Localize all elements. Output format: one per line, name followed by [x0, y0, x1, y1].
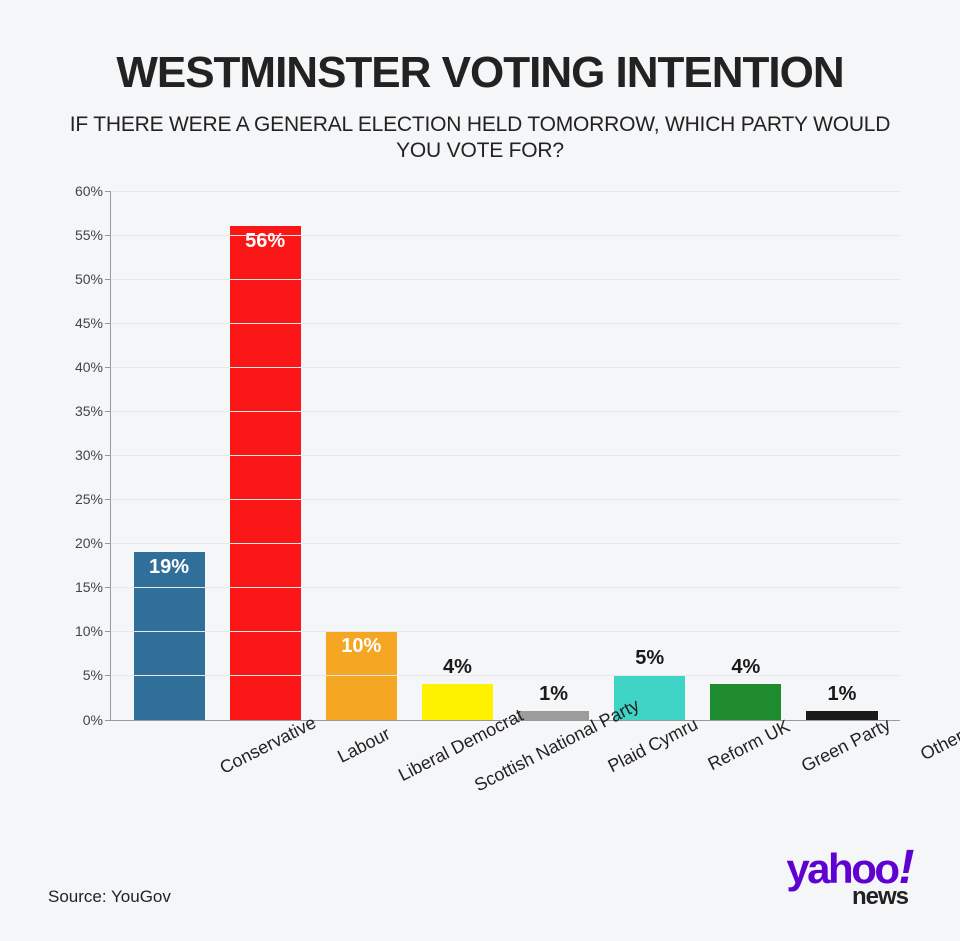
chart-title: WESTMINSTER VOTING INTENTION — [40, 48, 920, 98]
bar: 4% — [422, 684, 493, 719]
y-axis-label: 30% — [57, 447, 103, 463]
gridline — [111, 675, 900, 676]
y-tick — [105, 235, 111, 236]
y-tick — [105, 279, 111, 280]
bar-chart: 19%56%10%4%1%5%4%1% 0%5%10%15%20%25%30%3… — [110, 191, 900, 721]
bar: 4% — [710, 684, 781, 719]
bar: 19% — [134, 552, 205, 720]
y-tick — [105, 323, 111, 324]
y-axis-label: 15% — [57, 579, 103, 595]
x-axis-labels: ConservativeLabourLiberal DemocratScotti… — [110, 721, 900, 841]
bar-value-label: 1% — [539, 683, 568, 706]
yahoo-news-logo: yahoo! news — [786, 848, 912, 907]
y-axis-label: 55% — [57, 227, 103, 243]
y-axis-label: 10% — [57, 623, 103, 639]
gridline — [111, 499, 900, 500]
y-axis-label: 25% — [57, 491, 103, 507]
bar-value-label: 10% — [341, 635, 381, 658]
logo-sub: news — [852, 887, 908, 907]
gridline — [111, 323, 900, 324]
gridline — [111, 543, 900, 544]
gridline — [111, 279, 900, 280]
gridline — [111, 455, 900, 456]
bar: 1% — [806, 711, 877, 720]
y-tick — [105, 543, 111, 544]
source-label: Source: YouGov — [48, 887, 171, 907]
y-axis-label: 0% — [57, 712, 103, 728]
gridline — [111, 411, 900, 412]
y-axis-label: 5% — [57, 667, 103, 683]
y-axis-label: 35% — [57, 403, 103, 419]
bar: 56% — [230, 226, 301, 720]
y-tick — [105, 455, 111, 456]
y-axis-label: 40% — [57, 359, 103, 375]
chart-area: 19% 56% 10% 4% 1% 5% 4% 1% 0% 5% 10% 15% 20% 25% 30% 3… — [40, 191, 920, 838]
gridline — [111, 587, 900, 588]
bar-value-label: 5% — [635, 647, 664, 670]
y-axis-label: 20% — [57, 535, 103, 551]
y-axis-label: 60% — [57, 183, 103, 199]
y-tick — [105, 191, 111, 192]
bar: 1% — [518, 711, 589, 720]
y-tick — [105, 411, 111, 412]
gridline — [111, 631, 900, 632]
logo-brand: yahoo — [786, 851, 897, 887]
bar-value-label: 19% — [149, 556, 189, 579]
gridline — [111, 367, 900, 368]
x-label-slot: Other — [794, 721, 890, 841]
gridline — [111, 235, 900, 236]
y-tick — [105, 499, 111, 500]
chart-subtitle: IF THERE WERE A GENERAL ELECTION HELD TO… — [65, 112, 895, 165]
y-tick — [105, 675, 111, 676]
y-tick — [105, 367, 111, 368]
y-axis-label: 45% — [57, 315, 103, 331]
y-tick — [105, 631, 111, 632]
bar-value-label: 56% — [245, 230, 285, 253]
gridline — [111, 191, 900, 192]
bar-value-label: 1% — [827, 683, 856, 706]
y-tick — [105, 587, 111, 588]
y-axis-label: 50% — [57, 271, 103, 287]
